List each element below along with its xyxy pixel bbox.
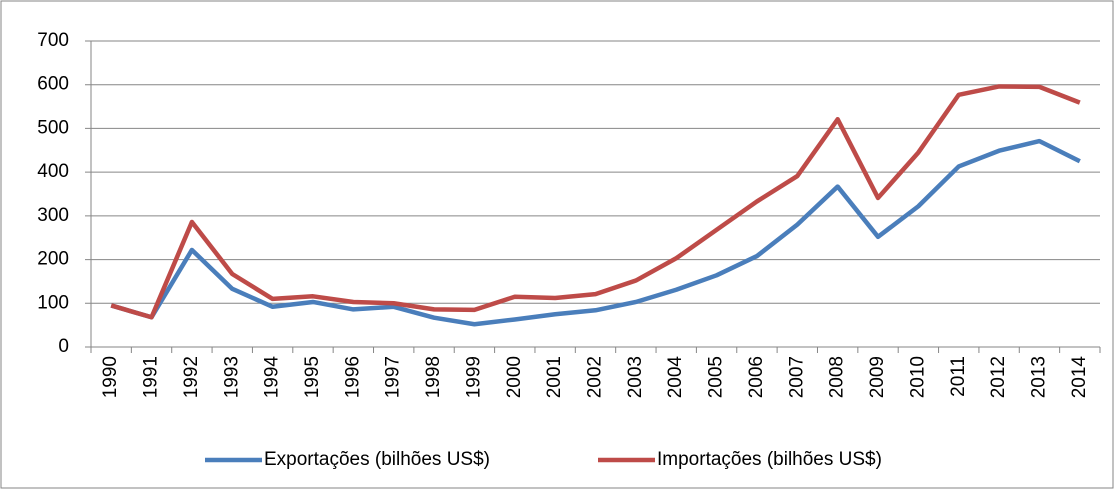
x-tick-label: 1998 (423, 356, 444, 398)
x-tick-label: 2001 (544, 356, 565, 398)
x-tick-label: 2004 (665, 356, 686, 399)
y-tick-label: 700 (37, 30, 69, 51)
legend-label: Exportações (bilhões US$) (264, 449, 490, 470)
x-tick-label: 2013 (1028, 356, 1049, 398)
data-line (110, 138, 1081, 327)
data-line (110, 84, 1081, 320)
y-tick-label: 200 (37, 249, 69, 270)
x-tick-label: 2012 (988, 356, 1009, 398)
y-tick-label: 500 (37, 117, 69, 138)
x-tick-label: 1990 (100, 356, 121, 398)
x-tick-label: 2006 (746, 356, 767, 398)
x-tick-label: 2005 (706, 356, 727, 398)
y-tick-label: 400 (37, 161, 69, 182)
x-tick-label: 2007 (786, 356, 807, 398)
x-tick-label: 2010 (907, 356, 928, 398)
x-tick-label: 1992 (181, 356, 202, 398)
y-tick-label: 100 (37, 292, 69, 313)
x-tick-label: 1994 (262, 356, 283, 399)
x-tick-label: 1997 (383, 356, 404, 398)
x-tick-label: 2008 (827, 356, 848, 398)
y-tick-label: 0 (58, 336, 69, 357)
x-tick-label: 2009 (867, 356, 888, 398)
x-tick-label: 1991 (141, 356, 162, 398)
x-tick-label: 1995 (302, 356, 323, 398)
legend-label: Importações (bilhões US$) (657, 449, 882, 470)
y-tick-label: 600 (37, 74, 69, 95)
y-tick-label: 300 (37, 205, 69, 226)
x-tick-label: 1993 (221, 356, 242, 398)
x-tick-label: 1996 (342, 356, 363, 398)
x-tick-label: 2002 (585, 356, 606, 398)
x-tick-label: 2000 (504, 356, 525, 398)
x-tick-label: 2014 (1069, 356, 1090, 399)
x-tick-label: 1999 (463, 356, 484, 398)
x-tick-label: 2003 (625, 356, 646, 398)
x-tick-label: 2011 (948, 356, 969, 397)
